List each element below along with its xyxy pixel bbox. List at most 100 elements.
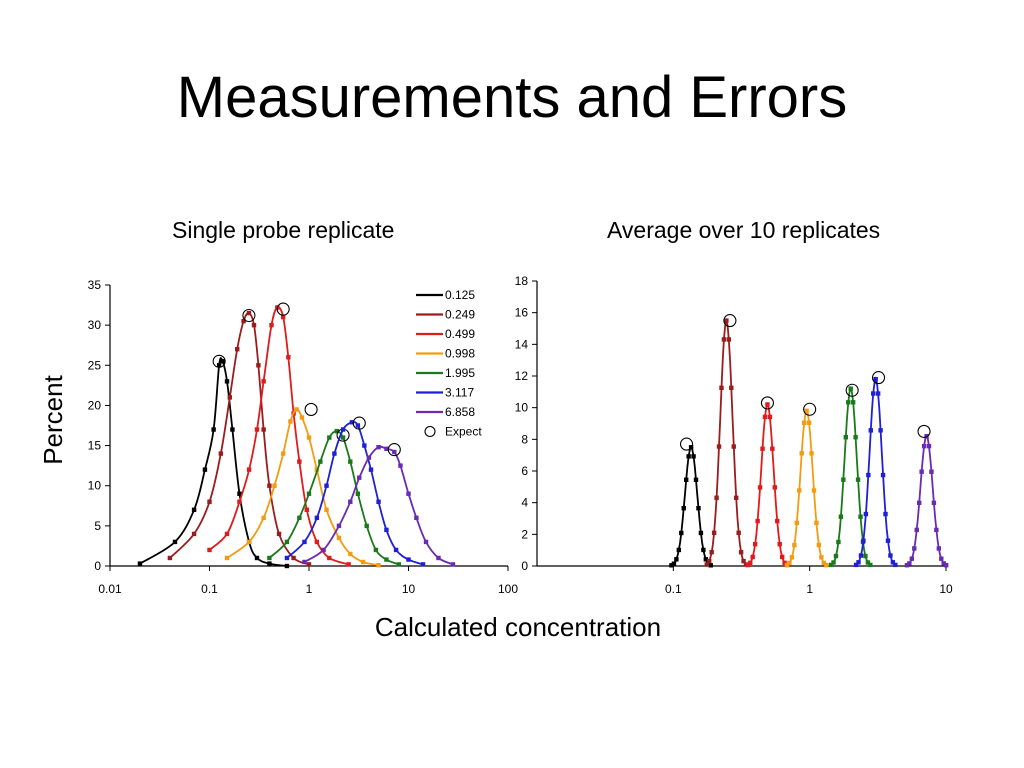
legend-label: 0.998 <box>445 347 475 361</box>
right-expect-marker <box>679 437 694 451</box>
right-data-point <box>676 547 682 553</box>
right-data-point <box>824 562 829 568</box>
right-data-point <box>799 451 804 456</box>
right-data-point <box>843 435 848 440</box>
left-expect-marker <box>212 354 226 368</box>
right-data-point <box>912 546 917 551</box>
left-chart: 0 5 10 15 20 25 30 35 0.01 0.1 1 10 100 0.125 0.249 0.4… <box>88 278 519 596</box>
left-data-point <box>272 483 277 488</box>
right-data-point <box>861 538 866 543</box>
left-data-point <box>246 310 252 316</box>
left-data-point <box>302 559 307 565</box>
left-y-tick-label: 5 <box>94 519 101 533</box>
right-expect-marker <box>723 314 737 328</box>
left-data-point <box>334 428 339 434</box>
left-data-point <box>376 499 381 504</box>
left-data-point <box>304 507 309 512</box>
right-data-point <box>833 553 839 559</box>
right-data-point <box>741 558 746 564</box>
right-data-point <box>782 560 787 565</box>
right-data-point <box>907 561 912 566</box>
left-data-point <box>256 363 261 368</box>
right-data-point <box>716 444 722 449</box>
left-data-point <box>254 555 260 561</box>
left-data-point <box>227 395 233 400</box>
right-data-point <box>731 444 736 449</box>
left-data-point <box>224 531 230 537</box>
left-data-point <box>364 523 369 529</box>
left-data-point <box>336 523 342 529</box>
right-data-point <box>856 560 861 565</box>
left-data-point <box>368 467 374 472</box>
left-data-point <box>224 379 230 384</box>
legend-label-expect: Expect <box>445 425 482 439</box>
right-data-point <box>919 469 924 474</box>
right-data-point <box>701 547 706 553</box>
legend-label: 0.249 <box>445 308 475 322</box>
left-data-point <box>306 562 312 567</box>
left-data-point <box>269 322 274 328</box>
right-series-line-0.499 <box>747 402 788 566</box>
left-data-point <box>340 435 346 440</box>
left-data-point <box>340 427 346 432</box>
left-y-tick-label: 10 <box>88 479 102 493</box>
right-data-point <box>679 530 684 536</box>
left-data-point <box>376 444 381 450</box>
left-data-point <box>384 527 389 533</box>
right-data-point <box>797 488 802 493</box>
right-data-point <box>703 557 709 562</box>
left-data-point <box>423 539 429 545</box>
right-data-point <box>674 557 679 562</box>
right-series-line-0.125 <box>671 445 712 567</box>
left-data-point <box>306 491 312 496</box>
left-series-line-0.125 <box>139 357 288 567</box>
left-data-point <box>357 475 362 480</box>
right-data-point <box>904 563 910 568</box>
left-data-point <box>349 420 355 425</box>
right-data-point <box>868 562 873 568</box>
left-y-tick-label: 30 <box>88 318 102 332</box>
right-data-point <box>853 435 858 440</box>
right-data-point <box>775 518 780 524</box>
left-data-point <box>276 531 282 537</box>
right-series-line-6.858 <box>906 434 947 567</box>
right-data-point <box>888 553 893 558</box>
right-data-point <box>736 530 741 535</box>
left-data-point <box>436 555 441 561</box>
left-data-point <box>314 539 320 545</box>
left-data-point <box>261 379 266 384</box>
left-data-point <box>348 459 353 464</box>
right-data-point <box>809 451 814 456</box>
left-data-point <box>327 555 332 561</box>
right-data-point <box>916 500 922 506</box>
left-expect-marker <box>352 416 366 430</box>
right-y-tick-label: 12 <box>515 369 529 383</box>
left-data-point <box>291 555 296 561</box>
right-data-point <box>757 485 763 490</box>
right-data-point <box>841 477 846 482</box>
right-data-point <box>762 414 768 420</box>
right-x-tick-label: 0.1 <box>665 582 682 596</box>
left-data-point <box>211 427 216 432</box>
right-data-point <box>669 563 674 568</box>
right-y-tick-label: 6 <box>521 464 528 478</box>
right-y-tick-label: 0 <box>521 559 528 573</box>
left-data-point <box>321 547 326 553</box>
right-data-point <box>704 562 709 567</box>
y-axis-label: Percent <box>38 374 68 464</box>
right-data-point <box>875 391 881 396</box>
left-data-point <box>420 562 426 567</box>
right-expect-marker <box>803 402 817 416</box>
right-data-point <box>848 386 853 391</box>
right-y-tick-label: 8 <box>521 432 528 446</box>
left-data-point <box>207 547 212 553</box>
left-y-tick-label: 15 <box>88 439 102 453</box>
right-data-point <box>784 562 790 568</box>
left-data-point <box>306 435 312 440</box>
left-data-point <box>332 451 337 456</box>
left-data-point <box>267 483 272 488</box>
left-data-point <box>297 515 302 521</box>
left-data-point <box>284 563 290 569</box>
right-data-point <box>752 541 758 547</box>
right-data-point <box>934 527 939 533</box>
